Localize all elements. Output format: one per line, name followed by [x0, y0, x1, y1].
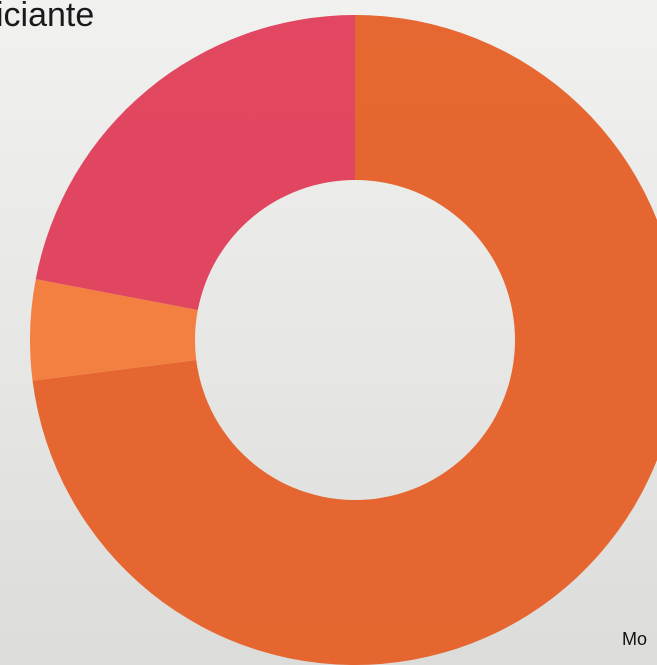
page: {"chart_data": {"type": "donut", "title"…: [0, 0, 657, 665]
chart-title: iciante: [0, 0, 94, 34]
annotation: Mo: [622, 629, 647, 649]
chart: iciante Mo: [0, 0, 657, 665]
